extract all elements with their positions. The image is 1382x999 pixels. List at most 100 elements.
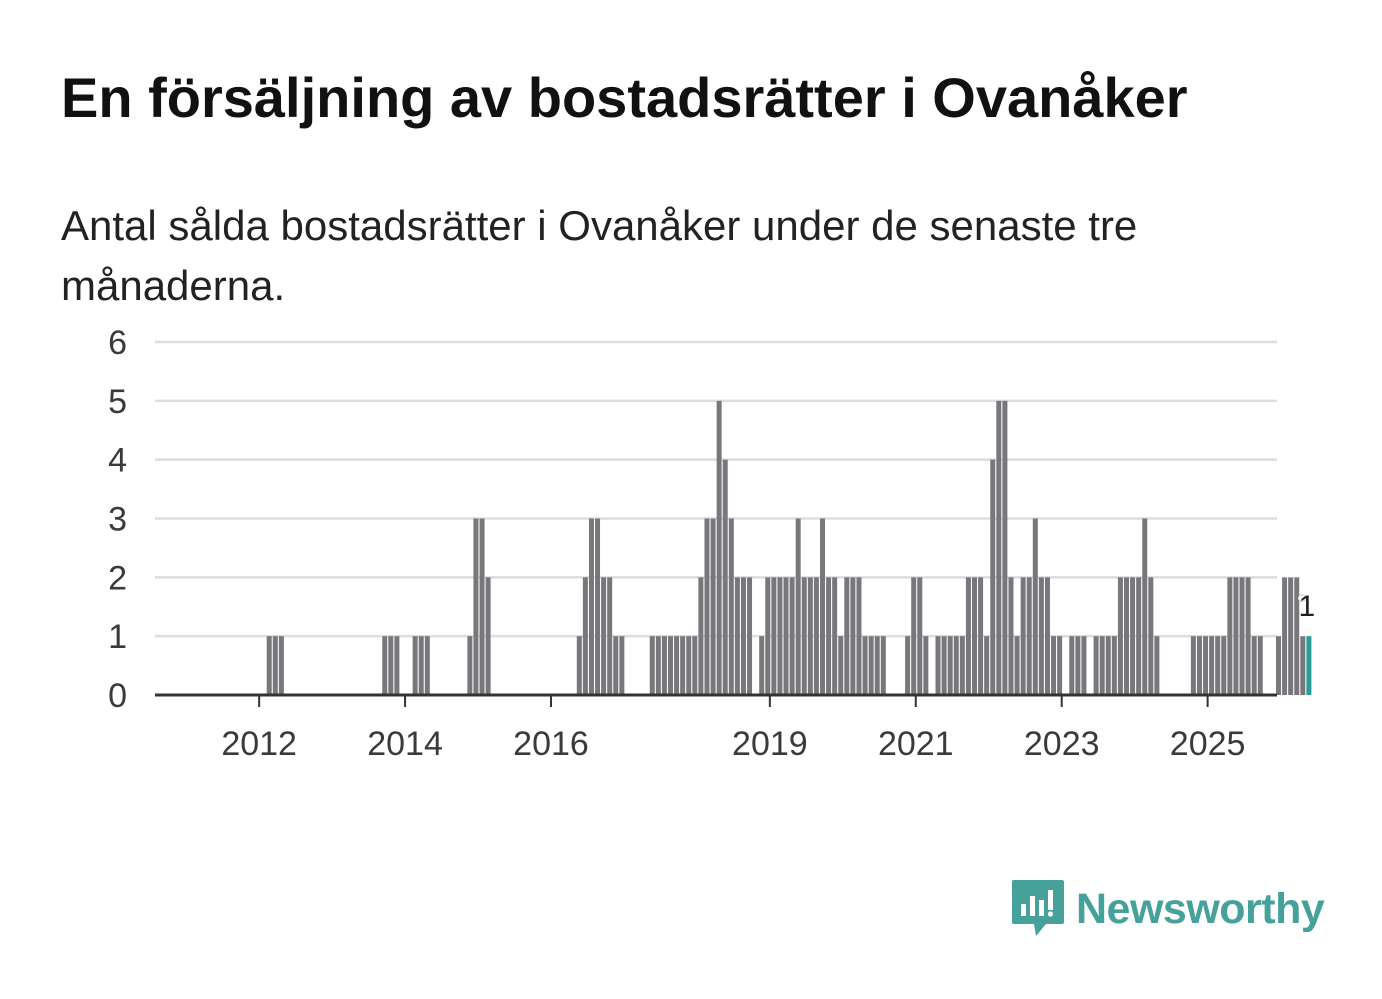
bar-chart: 0 1 2 3 4 5 6 2012 2014 2016 2019 2021 2023 2025 1 xyxy=(0,0,1382,800)
bar xyxy=(1246,577,1251,695)
bar xyxy=(814,577,819,695)
bar xyxy=(1045,577,1050,695)
bar xyxy=(1258,636,1263,695)
bar xyxy=(1203,636,1208,695)
bar xyxy=(711,519,716,696)
bar xyxy=(413,636,418,695)
bar xyxy=(771,577,776,695)
bar xyxy=(486,577,491,695)
bar xyxy=(1027,577,1032,695)
bars xyxy=(267,401,1312,695)
bar xyxy=(1252,636,1257,695)
bar xyxy=(881,636,886,695)
bar xyxy=(1075,636,1080,695)
bar xyxy=(790,577,795,695)
grid-lines xyxy=(155,342,1277,636)
bar xyxy=(1069,636,1074,695)
bar xyxy=(650,636,655,695)
bar xyxy=(1282,577,1287,695)
bar xyxy=(820,519,825,696)
bar xyxy=(1008,577,1013,695)
bar xyxy=(747,577,752,695)
bar xyxy=(723,460,728,695)
bar xyxy=(1112,636,1117,695)
bar xyxy=(826,577,831,695)
bar xyxy=(480,519,485,696)
bar xyxy=(1240,577,1245,695)
bar xyxy=(1021,577,1026,695)
x-tick-label: 2016 xyxy=(513,725,589,763)
bar xyxy=(698,577,703,695)
bar xyxy=(1057,636,1062,695)
bar xyxy=(1191,636,1196,695)
bar xyxy=(808,577,813,695)
y-tick-label: 3 xyxy=(108,501,127,539)
bar xyxy=(729,519,734,696)
highlight-bar xyxy=(1306,636,1311,695)
bar xyxy=(1154,636,1159,695)
bar xyxy=(978,577,983,695)
bar xyxy=(467,636,472,695)
bar xyxy=(1124,577,1129,695)
newsworthy-logo: Newsworthy xyxy=(1010,878,1324,940)
bar xyxy=(1100,636,1105,695)
bar xyxy=(394,636,399,695)
bar xyxy=(966,577,971,695)
bar xyxy=(765,577,770,695)
bar xyxy=(613,636,618,695)
bar xyxy=(1015,636,1020,695)
bar xyxy=(759,636,764,695)
x-tick-label: 2021 xyxy=(878,725,954,763)
y-tick-label: 5 xyxy=(108,383,127,421)
bar xyxy=(863,636,868,695)
bar xyxy=(1288,577,1293,695)
bar xyxy=(425,636,430,695)
newsworthy-logo-icon xyxy=(1010,878,1066,940)
bar xyxy=(856,577,861,695)
bar xyxy=(1136,577,1141,695)
bar xyxy=(1233,577,1238,695)
bar xyxy=(656,636,661,695)
bar xyxy=(917,577,922,695)
bar xyxy=(923,636,928,695)
bar xyxy=(473,519,478,696)
bar xyxy=(692,636,697,695)
bar xyxy=(796,519,801,696)
bar xyxy=(1209,636,1214,695)
bar xyxy=(911,577,916,695)
bar xyxy=(1051,636,1056,695)
bar xyxy=(802,577,807,695)
bar xyxy=(844,577,849,695)
bar xyxy=(1033,519,1038,696)
bar xyxy=(996,401,1001,695)
axes xyxy=(155,695,1277,707)
bar xyxy=(832,577,837,695)
bar xyxy=(972,577,977,695)
bar xyxy=(577,636,582,695)
bar xyxy=(1081,636,1086,695)
bar xyxy=(419,636,424,695)
bar xyxy=(990,460,995,695)
bar xyxy=(1300,636,1305,695)
bar xyxy=(717,401,722,695)
bar xyxy=(936,636,941,695)
bar xyxy=(960,636,965,695)
bar xyxy=(1148,577,1153,695)
bar xyxy=(984,636,989,695)
bar xyxy=(686,636,691,695)
bar xyxy=(838,636,843,695)
bar xyxy=(948,636,953,695)
y-tick-label: 0 xyxy=(108,677,127,715)
y-tick-label: 6 xyxy=(108,324,127,362)
bar xyxy=(905,636,910,695)
bar xyxy=(1227,577,1232,695)
bar xyxy=(1130,577,1135,695)
bar xyxy=(1142,519,1147,696)
bar xyxy=(954,636,959,695)
bar xyxy=(601,577,606,695)
bar xyxy=(1215,636,1220,695)
bar xyxy=(741,577,746,695)
bar xyxy=(1106,636,1111,695)
y-tick-label: 1 xyxy=(108,618,127,656)
x-tick-label: 2025 xyxy=(1170,725,1246,763)
